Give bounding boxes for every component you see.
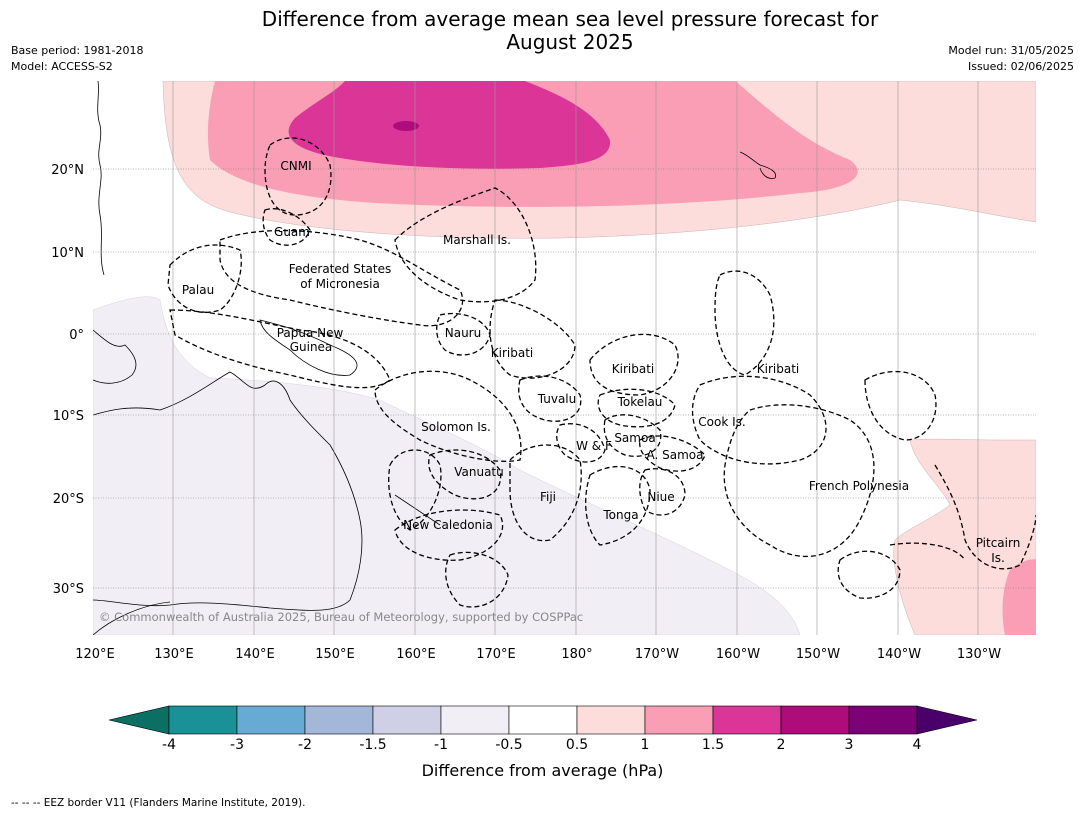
colorbar-extend-high: [916, 705, 978, 735]
colorbar-bin: [440, 705, 510, 735]
colorbar-label: Difference from average (hPa): [421, 761, 664, 780]
label-png-1: Papua New: [277, 326, 344, 340]
lon-label: 180°: [561, 647, 592, 662]
lat-label: 10°N: [51, 246, 84, 261]
label-fsm-1: Federated States: [289, 262, 391, 276]
label-tonga: Tonga: [602, 508, 638, 522]
label-cnmi: CNMI: [280, 159, 311, 173]
map-title: Difference from average mean sea level p…: [0, 8, 1085, 54]
lon-label: 160°E: [396, 647, 436, 662]
label-wf: W & F: [576, 439, 612, 453]
label-samoa: Samoa: [614, 431, 655, 445]
title-line-2: August 2025: [506, 30, 634, 54]
lat-label: 0°: [69, 328, 84, 343]
lat-label: 20°N: [51, 163, 84, 178]
label-fsm-2: of Micronesia: [300, 277, 380, 291]
lon-label: 140°E: [235, 647, 275, 662]
label-asamoa: A. Samoa: [647, 448, 704, 462]
label-tokelau: Tokelau: [617, 395, 663, 409]
label-tuvalu: Tuvalu: [537, 392, 577, 406]
lon-label: 130°E: [154, 647, 194, 662]
cb-tick: -0.5: [495, 737, 523, 753]
colorbar-bin: [848, 705, 918, 735]
cb-tick: -1: [434, 737, 448, 753]
cb-tick: 1.5: [701, 737, 725, 753]
lat-label: 10°S: [53, 409, 84, 424]
colorbar-bin: [644, 705, 714, 735]
run-info: Model run: 31/05/2025 Issued: 02/06/2025: [948, 43, 1074, 75]
base-period: Base period: 1981-2018: [11, 44, 144, 57]
colorbar-bin: [372, 705, 442, 735]
lon-label: 130°W: [957, 647, 1001, 662]
label-vanuatu: Vanuatu: [454, 465, 504, 479]
cb-tick: -2: [298, 737, 312, 753]
issued-date: Issued: 02/06/2025: [967, 60, 1074, 73]
model-name: Model: ACCESS-S2: [11, 60, 113, 73]
label-marshall: Marshall Is.: [443, 233, 511, 247]
latitude-lines: [93, 168, 1036, 589]
eez-legend-note: -- -- -- EEZ border V11 (Flanders Marine…: [11, 797, 306, 809]
lon-label: 150°E: [315, 647, 355, 662]
label-frpoly: French Polynesia: [809, 479, 909, 493]
cb-tick: 4: [912, 737, 922, 753]
label-solomon: Solomon Is.: [421, 420, 491, 434]
lon-label: 140°W: [877, 647, 921, 662]
cb-tick: -3: [230, 737, 244, 753]
cb-tick: 3: [844, 737, 854, 753]
gridlines: [172, 81, 979, 635]
label-cook: Cook Is.: [698, 415, 745, 429]
model-run: Model run: 31/05/2025: [948, 44, 1074, 57]
label-kiribati-west: Kiribati: [491, 346, 533, 360]
region-labels: CNMI Guam Marshall Is. Federated States …: [182, 159, 1020, 565]
anomaly-field: [93, 81, 1036, 635]
label-niue: Niue: [647, 490, 674, 504]
longitude-labels: 120°E 130°E 140°E 150°E 160°E 170°E 180°…: [75, 647, 1001, 662]
lon-label: 150°W: [796, 647, 840, 662]
label-kiribati-east: Kiribati: [757, 362, 799, 376]
lon-label: 120°E: [75, 647, 115, 662]
label-png-2: Guinea: [290, 340, 333, 354]
lon-label: 160°W: [716, 647, 760, 662]
label-nauru: Nauru: [445, 326, 481, 340]
lon-label: 170°W: [635, 647, 679, 662]
cb-tick: -4: [162, 737, 176, 753]
label-pitcairn-2: Is.: [991, 551, 1005, 565]
label-palau: Palau: [182, 283, 214, 297]
colorbar-bin: [508, 705, 578, 735]
label-fiji: Fiji: [540, 490, 556, 504]
label-kiribati-central: Kiribati: [612, 362, 654, 376]
copyright-notice: © Commonwealth of Australia 2025, Bureau…: [99, 610, 583, 624]
colorbar-bin: [236, 705, 306, 735]
lat-label: 30°S: [53, 582, 84, 597]
label-pitcairn-1: Pitcairn: [976, 536, 1021, 550]
colorbar-bin: [168, 705, 238, 735]
cb-tick: 0.5: [565, 737, 589, 753]
coastlines: [93, 81, 777, 635]
colorbar-bin: [780, 705, 850, 735]
cb-tick: 1: [640, 737, 650, 753]
colorbar-extend-low: [108, 705, 170, 735]
label-guam: Guam: [274, 225, 310, 239]
colorbar: [108, 705, 978, 735]
cb-tick: 2: [776, 737, 786, 753]
lat-label: 20°S: [53, 492, 84, 507]
title-line-1: Difference from average mean sea level p…: [261, 7, 879, 31]
colorbar-bin: [576, 705, 646, 735]
label-newcal: New Caledonia: [403, 518, 493, 532]
eez-borders: [167, 137, 1036, 608]
cb-tick: -1.5: [359, 737, 387, 753]
lon-label: 170°E: [476, 647, 516, 662]
colorbar-bin: [304, 705, 374, 735]
model-info: Base period: 1981-2018 Model: ACCESS-S2: [11, 43, 143, 75]
latitude-labels: 20°N 10°N 0° 10°S 20°S 30°S: [51, 163, 84, 597]
colorbar-bin: [712, 705, 782, 735]
